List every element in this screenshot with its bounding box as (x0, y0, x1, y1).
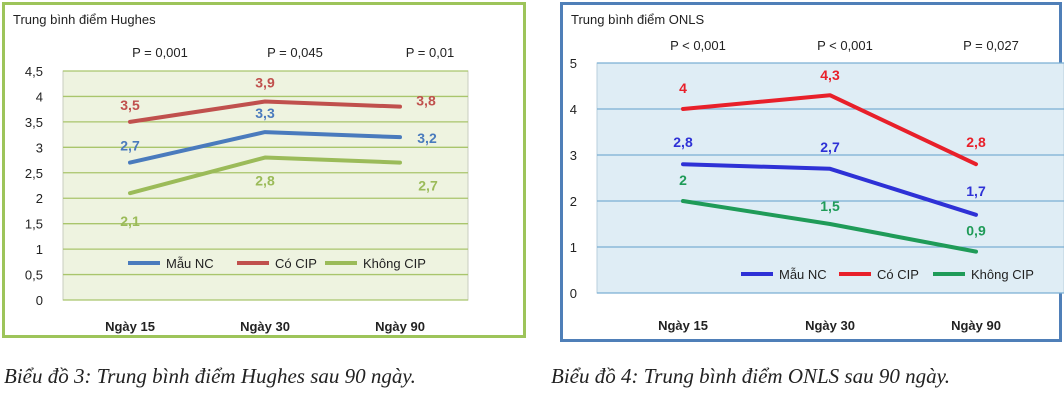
data-label: 2,7 (120, 138, 140, 154)
y-tick-label: 2,5 (25, 166, 43, 181)
data-label: 1,5 (820, 198, 840, 214)
plot-area (596, 62, 1064, 294)
data-label: 2,8 (255, 173, 275, 189)
y-tick-label: 0,5 (25, 268, 43, 283)
data-label: 2,7 (820, 139, 840, 155)
legend-label: Có CIP (877, 267, 919, 282)
x-tick-label: Ngày 15 (658, 318, 708, 333)
p-value-label: P = 0,027 (963, 38, 1019, 53)
hughes-chart-title: Trung bình điểm Hughes (13, 12, 156, 27)
x-tick-label: Ngày 90 (951, 318, 1001, 333)
data-label: 1,7 (966, 183, 986, 199)
series-line-2 (128, 155, 402, 196)
hughes-chart-svg: 0 0,5 1 1,5 2 2,5 3 3,5 4 4,5 Ngày 15 Ngày 30 Ngày 9… (25, 45, 469, 334)
x-tick-label: Ngày 15 (105, 319, 155, 334)
legend-label: Mẫu NC (779, 267, 827, 282)
y-tick-label: 3,5 (25, 115, 43, 130)
p-value-label: P = 0,01 (406, 45, 455, 60)
hughes-chart-panel: Trung bình điểm Hughes 0 0,5 1 1,5 2 2,5 3 3,5 4… (2, 2, 526, 338)
data-label: 2 (679, 172, 687, 188)
p-value-label: P = 0,045 (267, 45, 323, 60)
hughes-caption: Biểu đồ 3: Trung bình điểm Hughes sau 90… (4, 364, 416, 388)
data-label: 2,8 (673, 134, 693, 150)
x-tick-label: Ngày 30 (240, 319, 290, 334)
x-tick-label: Ngày 90 (375, 319, 425, 334)
y-tick-label: 4 (36, 89, 43, 104)
p-value-label: P = 0,001 (132, 45, 188, 60)
x-tick-label: Ngày 30 (805, 318, 855, 333)
onls-chart-panel: Trung bình điểm ONLS 0 1 2 3 4 5 Ngày 15 Ngày 3… (560, 2, 1064, 342)
y-tick-label: 4 (570, 102, 577, 117)
onls-chart-title: Trung bình điểm ONLS (571, 12, 705, 27)
data-label: 4 (679, 80, 687, 96)
data-label: 2,8 (966, 134, 986, 150)
data-label: 4,3 (820, 67, 840, 83)
data-label: 3,5 (120, 97, 140, 113)
y-tick-label: 2 (570, 194, 577, 209)
y-tick-label: 3 (36, 140, 43, 155)
y-tick-label: 2 (36, 191, 43, 206)
y-tick-label: 0 (570, 286, 577, 301)
y-tick-label: 4,5 (25, 64, 43, 79)
data-label: 2,1 (120, 213, 140, 229)
series-line-0 (128, 130, 402, 165)
legend-label: Không CIP (363, 256, 426, 271)
p-value-label: P < 0,001 (670, 38, 726, 53)
onls-chart-svg: 0 1 2 3 4 5 Ngày 15 Ngày 30 Ngày 90 P < 0,001 P < … (570, 38, 1064, 333)
series-line-1 (128, 99, 402, 124)
data-label: 3,2 (417, 130, 437, 146)
legend-label: Mẫu NC (166, 256, 214, 271)
series-line-2 (681, 199, 978, 254)
p-value-label: P < 0,001 (817, 38, 873, 53)
y-tick-label: 5 (570, 56, 577, 71)
y-tick-label: 0 (36, 293, 43, 308)
y-tick-label: 1,5 (25, 217, 43, 232)
legend-label: Không CIP (971, 267, 1034, 282)
data-label: 3,9 (255, 75, 275, 91)
y-tick-label: 1 (570, 240, 577, 255)
y-tick-label: 1 (36, 242, 43, 257)
data-label: 3,8 (416, 93, 436, 109)
data-label: 3,3 (255, 105, 275, 121)
series-line-0 (681, 162, 978, 217)
series-line-1 (681, 93, 978, 167)
data-label: 0,9 (966, 223, 986, 239)
onls-caption: Biểu đồ 4: Trung bình điểm ONLS sau 90 n… (551, 364, 951, 388)
legend-label: Có CIP (275, 256, 317, 271)
y-tick-label: 3 (570, 148, 577, 163)
data-label: 2,7 (418, 178, 438, 194)
